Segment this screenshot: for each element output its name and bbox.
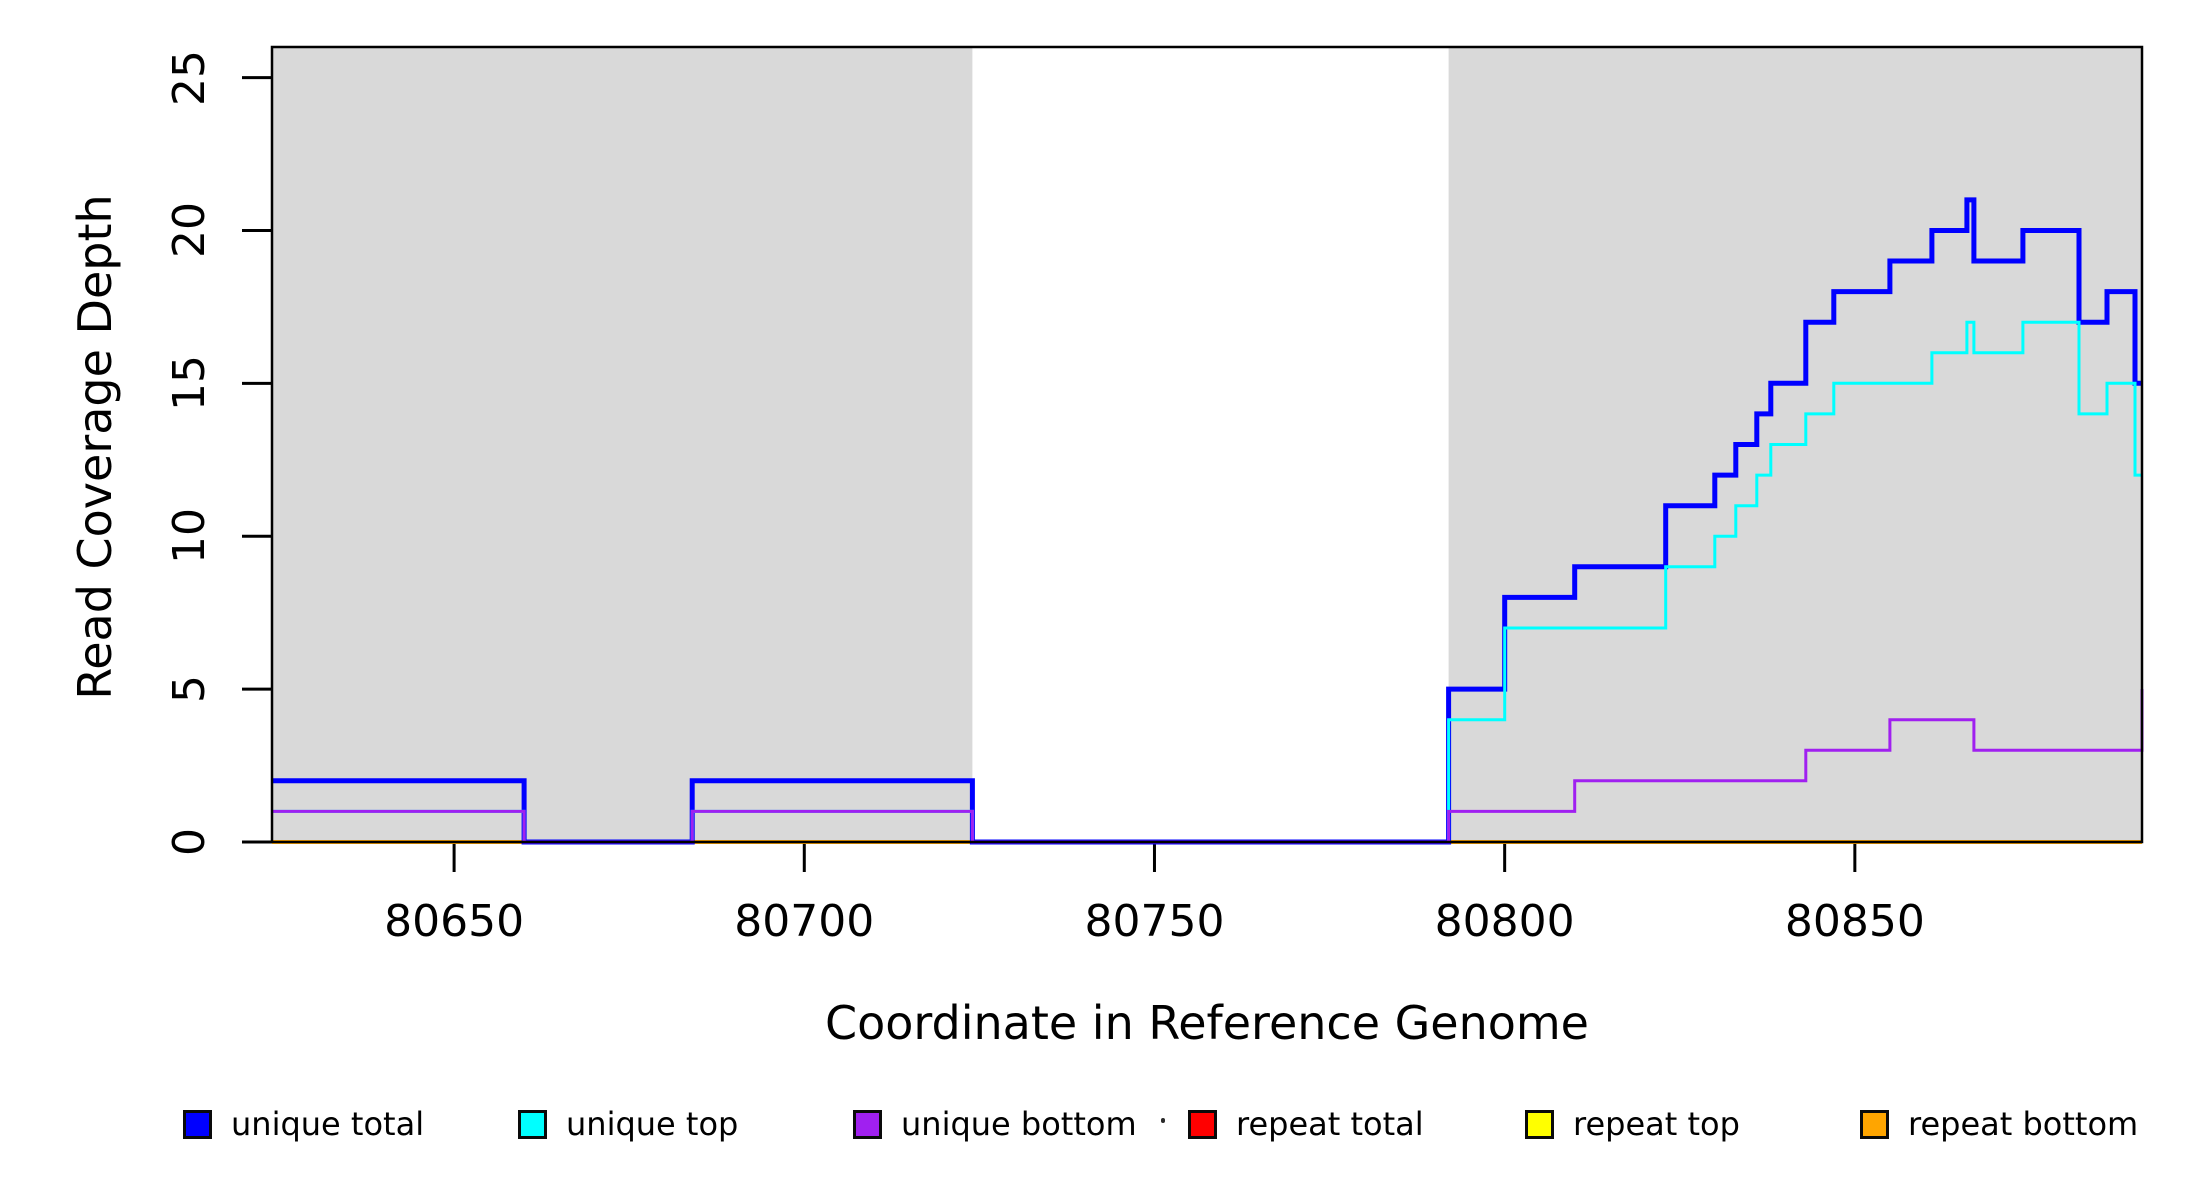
- legend-label: repeat top: [1573, 1105, 1740, 1143]
- legend-artifact-dot: [1161, 1118, 1165, 1123]
- x-tick-label: 80700: [734, 896, 875, 947]
- legend-swatch-icon: [1860, 1109, 1889, 1139]
- legend-item-repeat-total: repeat total: [1188, 1104, 1424, 1144]
- y-tick-label: 25: [164, 49, 215, 106]
- legend-swatch-icon: [183, 1109, 212, 1139]
- y-tick-label: 10: [164, 508, 215, 565]
- legend-label: unique top: [566, 1105, 739, 1143]
- shaded-band: [272, 47, 973, 842]
- y-tick-label: 20: [164, 202, 215, 259]
- legend-swatch-icon: [1188, 1109, 1217, 1139]
- legend-item-unique-bottom: unique bottom: [853, 1104, 1137, 1144]
- y-tick-label: 5: [164, 675, 215, 704]
- legend-item-unique-top: unique top: [518, 1104, 738, 1144]
- plot-box: [270, 45, 2144, 844]
- x-tick-label: 80650: [384, 896, 525, 947]
- legend-swatch-icon: [518, 1109, 547, 1139]
- y-tick-label: 15: [164, 355, 215, 412]
- x-tick-label: 80850: [1784, 896, 1925, 947]
- legend-label: unique bottom: [901, 1105, 1137, 1143]
- legend-item-repeat-top: repeat top: [1525, 1104, 1740, 1144]
- legend-swatch-icon: [1525, 1109, 1554, 1139]
- legend-label: repeat total: [1236, 1105, 1424, 1143]
- y-axis-title: Read Coverage Depth: [68, 194, 122, 700]
- y-tick-label: 0: [164, 828, 215, 856]
- x-tick-label: 80750: [1084, 896, 1225, 947]
- x-tick-label: 80800: [1434, 896, 1575, 947]
- legend-item-unique-total: unique total: [183, 1104, 424, 1144]
- legend-swatch-icon: [853, 1109, 882, 1139]
- legend-label: repeat bottom: [1908, 1105, 2139, 1143]
- legend-item-repeat-bottom: repeat bottom: [1860, 1104, 2138, 1144]
- x-axis-title: Coordinate in Reference Genome: [825, 996, 1589, 1050]
- legend-label: unique total: [231, 1105, 425, 1143]
